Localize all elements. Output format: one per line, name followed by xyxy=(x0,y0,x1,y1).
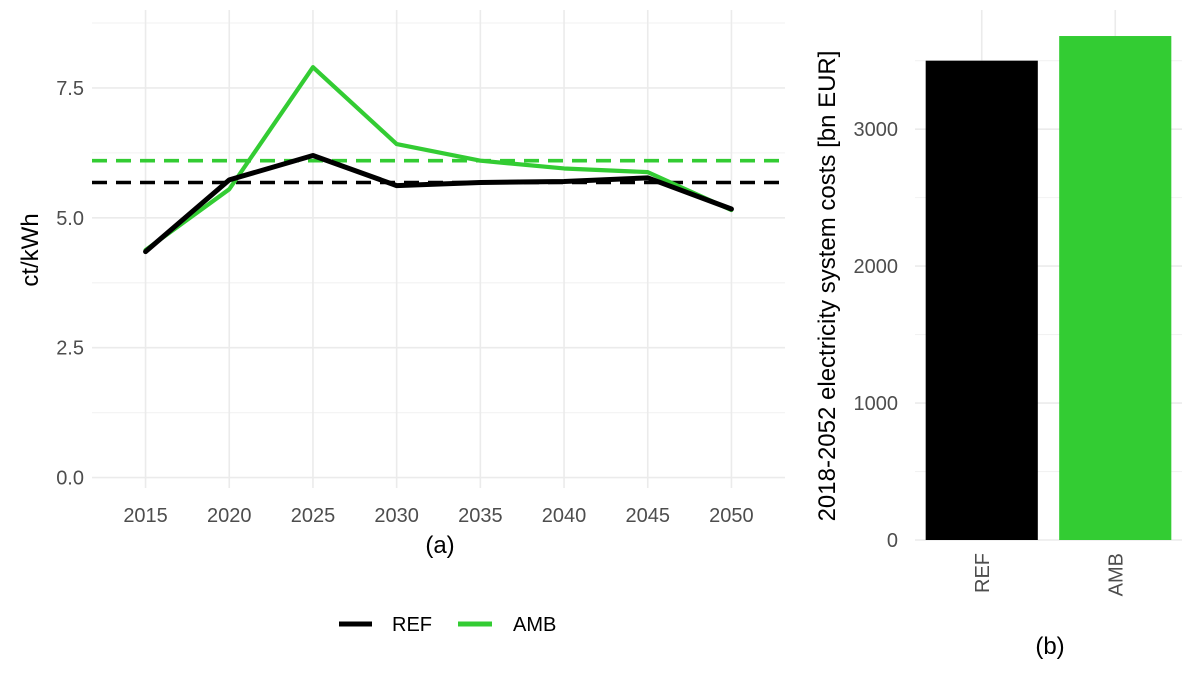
panel-a-x-tick-label: 2030 xyxy=(374,505,419,527)
panel-a-y-tick-label: 2.5 xyxy=(56,338,84,360)
panel-b-x-tick-label: AMB xyxy=(1105,553,1127,596)
panel-a-x-tick-label: 2040 xyxy=(542,505,587,527)
panel-a-grid xyxy=(92,10,785,488)
panel-a-y-tick-label: 7.5 xyxy=(56,78,84,100)
panel-a-y-tick-labels: 0.0 2.5 5.0 7.5 xyxy=(56,78,84,490)
panel-b-bars xyxy=(925,36,1172,541)
panel-b-y-axis-title: 2018-2052 electricity system costs [bn E… xyxy=(814,51,841,522)
panel-b-bar-chart: 0 1000 2000 3000 REF AMB 2018-2052 electrici… xyxy=(814,10,1182,660)
legend-ref-label: REF xyxy=(392,614,432,636)
panel-a-x-tick-label: 2025 xyxy=(291,505,336,527)
panel-a-caption: (a) xyxy=(425,532,454,559)
series-line-ref xyxy=(143,152,734,255)
panel-a-y-tick-label: 0.0 xyxy=(56,468,84,490)
series-line-amb xyxy=(143,65,734,253)
legend-amb-label: AMB xyxy=(513,614,556,636)
panel-a-series-lines xyxy=(143,65,734,255)
panel-a-line-chart: 0.0 2.5 5.0 7.5 2015 2020 2025 2030 2035 2040 204… xyxy=(17,10,785,559)
panel-b-x-tick-labels: REF AMB xyxy=(972,553,1128,596)
panel-a-x-tick-label: 2045 xyxy=(625,505,670,527)
panel-b-y-tick-label: 3000 xyxy=(854,119,899,141)
panel-a-average-lines xyxy=(92,158,785,185)
panel-a-x-tick-labels: 2015 2020 2025 2030 2035 2040 2045 2050 xyxy=(123,505,753,527)
panel-a-y-axis-title: ct/kWh xyxy=(17,213,44,286)
panel-a-x-tick-label: 2035 xyxy=(458,505,503,527)
panel-b-y-tick-label: 2000 xyxy=(854,256,899,278)
legend: REF AMB xyxy=(339,614,556,636)
panel-a-x-tick-label: 2015 xyxy=(123,505,168,527)
bar-amb xyxy=(1059,36,1172,541)
panel-b-y-tick-label: 0 xyxy=(887,530,898,552)
panel-a-x-tick-label: 2020 xyxy=(207,505,252,527)
panel-a-x-tick-label: 2050 xyxy=(709,505,754,527)
panel-a-y-tick-label: 5.0 xyxy=(56,208,84,230)
bar-ref xyxy=(925,60,1038,540)
panel-b-y-tick-label: 1000 xyxy=(854,393,899,415)
panel-b-caption: (b) xyxy=(1035,633,1064,660)
panel-b-x-tick-label: REF xyxy=(972,553,994,593)
panel-b-y-tick-labels: 0 1000 2000 3000 xyxy=(854,119,899,552)
